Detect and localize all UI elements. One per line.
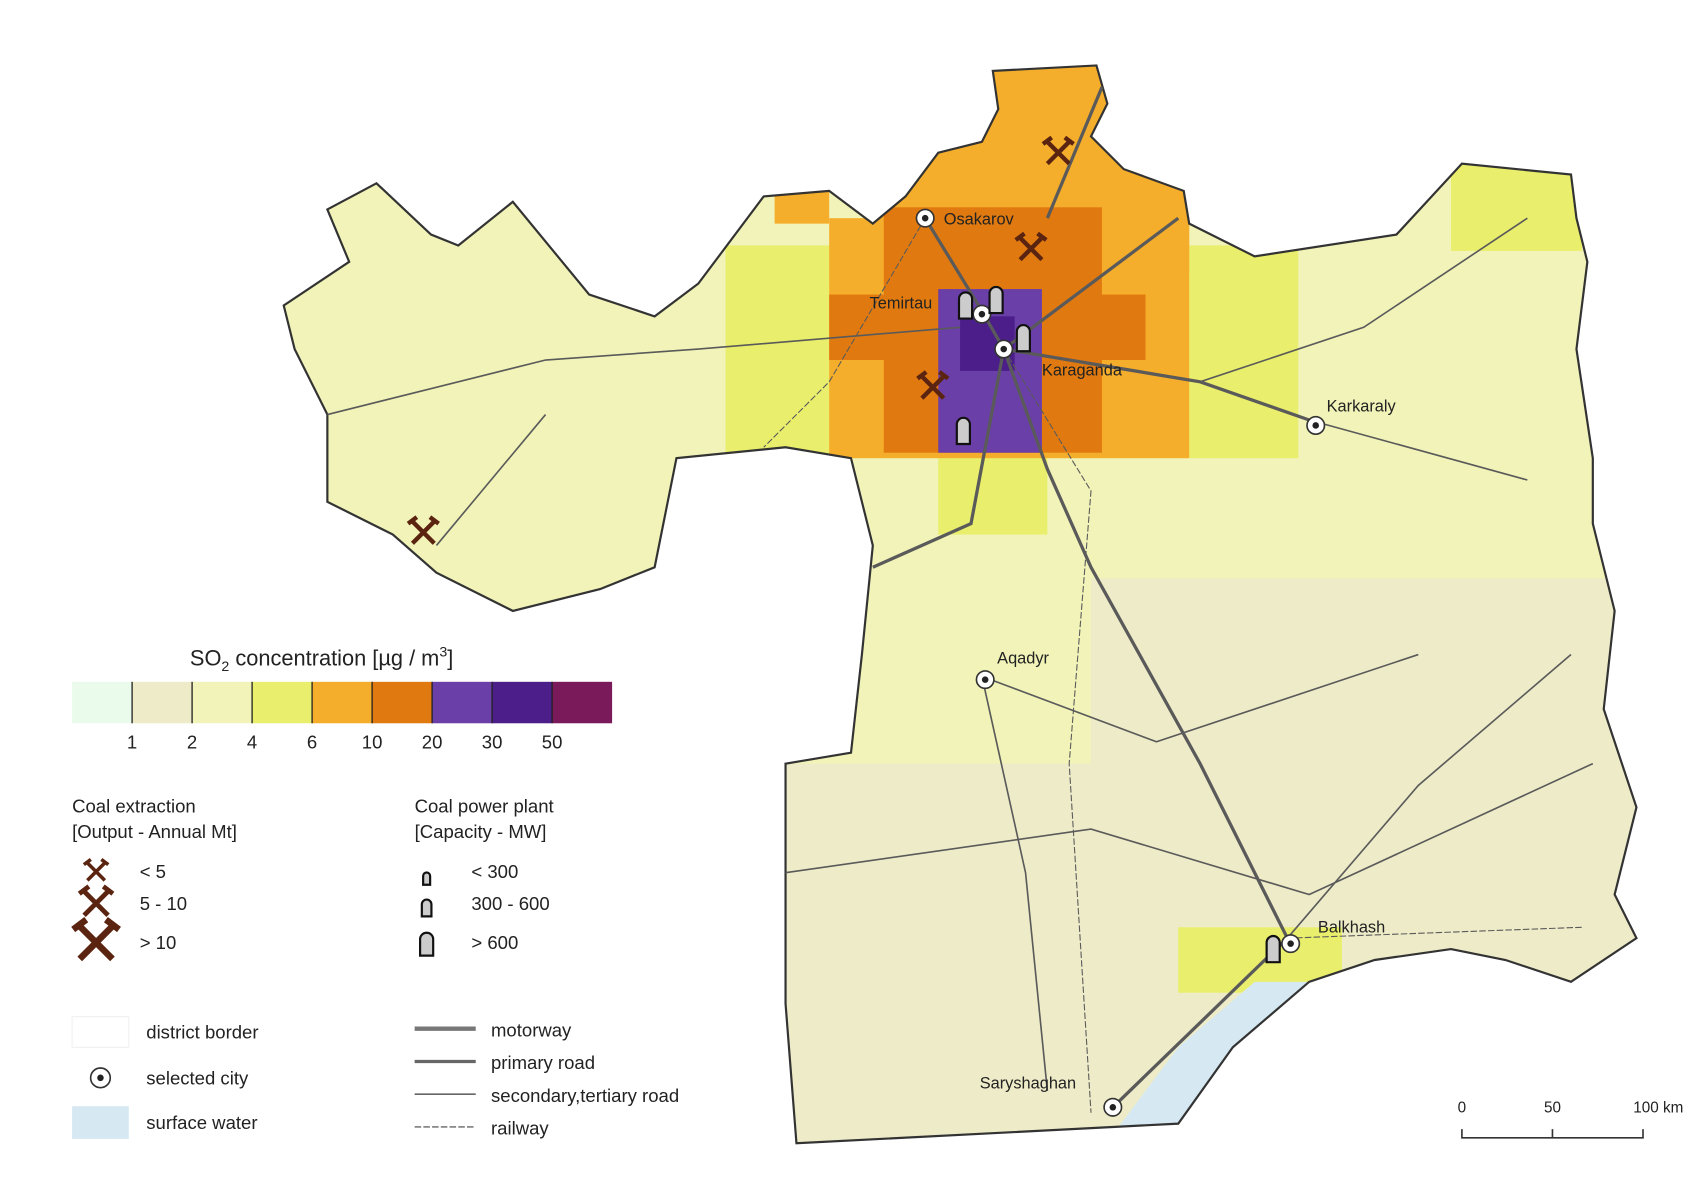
- hammer: [82, 858, 110, 882]
- legend-heading: Coal extraction: [72, 796, 196, 817]
- title-part: 2: [221, 659, 229, 675]
- color-swatch: [252, 681, 313, 724]
- hammer: [406, 515, 440, 545]
- legend-title: SO2 concentration [µg / m3]: [190, 645, 453, 675]
- tick-label: 20: [422, 731, 443, 752]
- coal-site: [916, 370, 950, 400]
- coal-icon: [71, 917, 121, 962]
- city-label: Karkaraly: [1327, 397, 1397, 415]
- legend-heading: [Capacity - MW]: [415, 821, 547, 842]
- city-dot: [981, 676, 989, 683]
- city-labels: Osakarov Temirtau Karaganda Karkaraly Aqadyr…: [406, 135, 1397, 1117]
- scale-label: 100 km: [1633, 1100, 1683, 1117]
- title-part: 3: [439, 645, 447, 661]
- color-swatch: [372, 681, 433, 724]
- coal-icon: [82, 858, 110, 882]
- power-plant: [957, 291, 974, 320]
- water-swatch: [72, 1106, 129, 1139]
- city-dot: [978, 310, 986, 318]
- color-swatch: [552, 681, 613, 724]
- legend-label: secondary,tertiary road: [491, 1085, 679, 1106]
- legend-label: motorway: [491, 1019, 572, 1040]
- plant-icon: [422, 871, 432, 886]
- legend-label: surface water: [146, 1112, 257, 1133]
- tick-label: 2: [187, 731, 197, 752]
- city-label: Balkhash: [1318, 919, 1385, 937]
- tick-label: 4: [247, 731, 257, 752]
- title-part: SO: [190, 645, 222, 670]
- city-dot: [921, 214, 929, 222]
- city-label: Aqadyr: [997, 649, 1049, 667]
- feature-legend: district border selected city surface wa…: [71, 1016, 679, 1139]
- coal-site: [1014, 231, 1048, 262]
- hammer: [71, 917, 121, 962]
- scale-line: [1461, 1129, 1644, 1139]
- legend-label: selected city: [146, 1067, 249, 1088]
- coal-site: [1041, 135, 1075, 166]
- scale-bar: 0 50 100 km: [1458, 1100, 1683, 1139]
- tick-label: 10: [362, 731, 383, 752]
- color-swatch: [492, 681, 553, 724]
- plant-icon: [419, 931, 435, 957]
- cities: Osakarov Temirtau Karaganda Karkaraly Aqadyr…: [406, 135, 1397, 1117]
- tick-label: 1: [127, 731, 137, 752]
- color-swatch: [312, 681, 373, 724]
- legend-label: district border: [146, 1022, 258, 1043]
- legend-label: < 300: [471, 861, 518, 882]
- plant-icon: [420, 898, 433, 918]
- hammer: [1041, 135, 1075, 166]
- legend-label: 5 - 10: [140, 893, 187, 914]
- city-label: Temirtau: [870, 295, 933, 313]
- power-plant: [1015, 324, 1031, 353]
- legend-label: > 600: [471, 932, 518, 953]
- legend-label: < 5: [140, 861, 166, 882]
- city-dot: [1312, 422, 1319, 429]
- title-part: concentration [µg / m: [229, 645, 439, 670]
- city-dot: [1000, 345, 1007, 353]
- city-label: Karaganda: [1042, 361, 1123, 379]
- title-part: ]: [447, 645, 453, 670]
- hammer: [916, 370, 950, 400]
- so2-legend: SO2 concentration [µg / m3] 1 2 4 6 10 20 30 50: [72, 645, 613, 752]
- tick-label: 30: [482, 731, 503, 752]
- legend-label: > 10: [140, 932, 177, 953]
- color-swatch: [192, 681, 253, 724]
- legend-label: railway: [491, 1118, 549, 1139]
- power-plant: [988, 285, 1004, 315]
- legend-heading: Coal power plant: [415, 796, 555, 817]
- city-label: Osakarov: [944, 211, 1015, 229]
- color-swatch: [132, 681, 193, 724]
- tick-label: 50: [542, 731, 563, 752]
- legend-heading: [Output - Annual Mt]: [72, 821, 237, 842]
- color-swatch: [72, 681, 133, 724]
- color-swatch: [432, 681, 493, 724]
- border-swatch: [71, 1016, 130, 1048]
- city-swatch-dot: [97, 1074, 104, 1082]
- point-legends: Coal extraction [Output - Annual Mt] Coa…: [71, 796, 555, 962]
- hammer: [1014, 231, 1048, 262]
- legend-label: 300 - 600: [471, 893, 549, 914]
- hammer: [77, 884, 115, 917]
- scale-label: 0: [1458, 1100, 1467, 1117]
- city-dot: [1287, 940, 1294, 947]
- power-plant: [1265, 934, 1281, 964]
- city-label: Saryshaghan: [980, 1075, 1076, 1093]
- tick-label: 6: [307, 731, 317, 752]
- legend-label: primary road: [491, 1052, 595, 1073]
- power-plant: [955, 416, 971, 446]
- city-dot: [1109, 1104, 1117, 1111]
- coal-icon: [77, 884, 115, 917]
- scale-label: 50: [1544, 1100, 1561, 1117]
- coal-site: [406, 515, 440, 545]
